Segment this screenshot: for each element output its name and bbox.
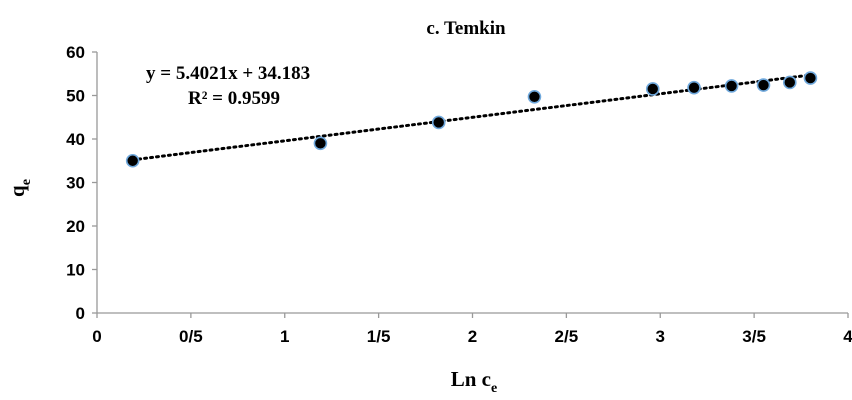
data-point [645,82,660,96]
x-axis-title: Ln ce [451,367,497,396]
data-point [125,153,140,168]
x-tick-label: 0 [92,327,101,346]
y-tick-label: 40 [66,130,85,149]
x-tick-label: 1/5 [367,327,391,346]
y-ticks: 0 10 20 30 40 50 60 [66,43,97,323]
y-tick-label: 0 [76,304,85,323]
x-axis-title-main: Ln c [451,367,491,391]
x-tick-label: 2/5 [555,327,579,346]
x-tick-label: 3/5 [742,327,766,346]
x-axis-title-sub: e [491,381,497,396]
data-point [724,79,739,93]
x-tick-label: 3 [656,327,665,346]
chart-title: c. Temkin [426,18,506,39]
trendline-equation: y = 5.4021x + 34.183 [146,63,310,84]
data-point [687,80,701,95]
x-tick-label: 4 [843,327,852,346]
x-tick-label: 0/5 [179,327,203,346]
y-tick-label: 20 [66,217,85,236]
data-point [313,136,328,151]
y-tick-label: 60 [66,43,85,62]
x-ticks: 0 0/5 1 1/5 2 2/5 3 3/5 4 [92,313,852,346]
y-tick-label: 50 [66,87,85,106]
y-axis-title-sub: e [19,179,34,185]
data-point [527,90,542,104]
data-point [756,78,771,92]
r-squared-label: R² = 0.9599 [188,88,280,109]
y-tick-label: 30 [66,174,85,193]
data-point [803,71,818,85]
data-points [125,71,818,168]
y-axis-title: qe [5,179,34,197]
x-tick-label: 2 [468,327,477,346]
y-tick-label: 10 [66,261,85,280]
data-point [782,75,797,90]
x-tick-label: 1 [280,327,289,346]
data-point [431,115,446,130]
y-axis-title-main: q [5,185,29,197]
